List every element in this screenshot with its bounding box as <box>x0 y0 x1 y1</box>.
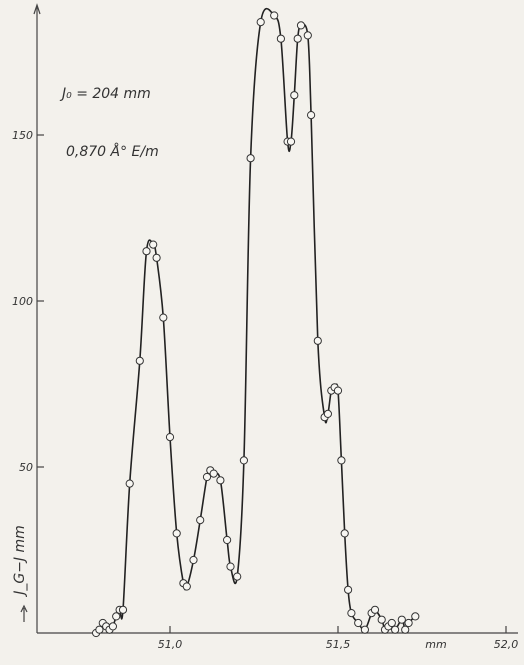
data-point <box>202 472 212 482</box>
data-point <box>125 479 134 488</box>
data-point <box>354 618 363 628</box>
annotation-distance: J₀ = 204 mm <box>59 86 151 102</box>
data-point <box>223 535 232 545</box>
series-curve-group <box>95 8 416 634</box>
data-point <box>256 18 265 27</box>
data-point <box>165 433 175 442</box>
data-point <box>404 618 413 628</box>
data-point <box>370 605 380 614</box>
data-point <box>276 34 285 43</box>
data-point <box>142 247 151 256</box>
data-point <box>226 562 235 571</box>
data-point <box>152 253 161 262</box>
data-point <box>149 240 158 249</box>
data-point <box>118 605 128 614</box>
data-point <box>216 476 225 485</box>
data-point <box>397 615 406 624</box>
data-point <box>344 585 353 594</box>
data-point <box>172 529 181 538</box>
data-point <box>293 34 302 43</box>
data-point <box>391 625 400 634</box>
x-tick-label: 51,0 <box>158 638 183 651</box>
data-point <box>296 21 306 30</box>
data-point <box>159 313 168 322</box>
data-point <box>401 625 410 634</box>
data-point <box>246 154 255 163</box>
data-point <box>196 516 205 525</box>
data-point <box>270 11 279 20</box>
labels: 51,0 51,5 52,0 50 100 150 mm J_G−J mm J₀ = 204 m… <box>12 86 518 651</box>
data-point <box>307 111 316 120</box>
series-line <box>95 8 416 634</box>
data-point <box>108 622 118 631</box>
data-point <box>290 91 299 100</box>
data-point <box>233 572 242 581</box>
y-label-arrow <box>20 604 28 622</box>
data-point <box>313 336 322 345</box>
y-tick-label: 50 <box>19 461 33 474</box>
axes <box>20 3 518 634</box>
data-point <box>189 555 198 565</box>
data-point <box>411 612 420 621</box>
annotation-dispersion: 0,870 Å° E/m <box>66 143 159 160</box>
data-point <box>209 469 218 478</box>
data-point <box>387 618 396 628</box>
y-tick-label: 150 <box>12 129 33 142</box>
x-tick-label: 52,0 <box>494 638 519 651</box>
y-axis-arrow <box>33 3 41 15</box>
data-point <box>377 615 386 624</box>
data-point <box>303 31 312 40</box>
data-points <box>92 11 420 638</box>
data-point <box>340 529 349 538</box>
y-axis-label: J_G−J mm <box>12 525 28 598</box>
data-point <box>239 456 248 465</box>
data-point <box>112 612 121 621</box>
y-tick-label: 100 <box>12 295 33 308</box>
data-point <box>337 456 346 465</box>
data-point <box>95 625 104 634</box>
x-axis-label: mm <box>425 638 446 651</box>
data-point <box>286 137 296 146</box>
data-point <box>347 609 356 618</box>
data-point <box>333 386 343 395</box>
data-point <box>360 625 369 634</box>
data-point <box>323 409 332 418</box>
x-tick-label: 51,5 <box>326 638 351 651</box>
data-point <box>135 356 144 365</box>
data-point <box>182 582 191 591</box>
